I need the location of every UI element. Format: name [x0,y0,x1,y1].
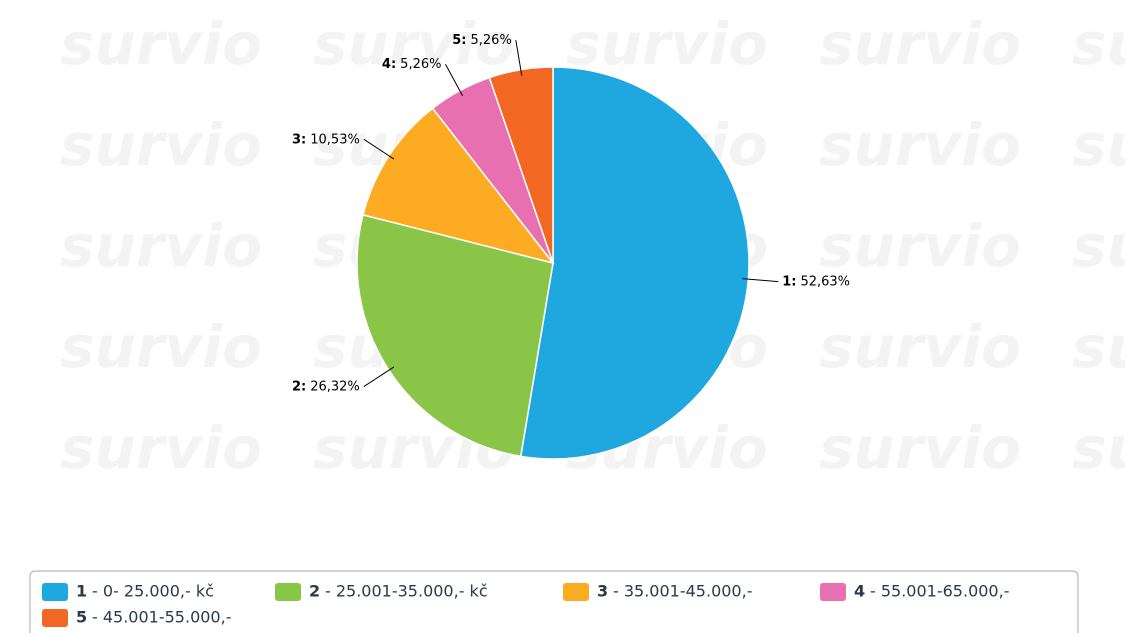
watermark: survio [819,212,1021,280]
leader-line [445,63,464,97]
watermark: survio [819,313,1021,381]
pie: 1: 52,63% 2: 26,32% 3: 10,53% 4: 5,26% 5: 5,26% [292,33,850,460]
legend-swatch [820,583,846,601]
legend-key: 5 [76,608,87,627]
watermark: survio [819,414,1021,482]
label-value: 5,26% [400,57,441,72]
legend-text: - 45.001-55.000,- [92,608,231,627]
legend-key: 2 [309,582,320,601]
watermark: survio [1072,212,1125,280]
watermark: survio [1072,313,1125,381]
watermark: survio [313,10,515,78]
legend: 1- 0- 25.000,- kč 2- 25.001-35.000,- kč 3-… [42,582,1009,627]
legend-key: 4 [854,582,865,601]
watermark: survio [60,10,262,78]
label-value: 26,32% [310,379,360,394]
label-key: 3: [292,132,306,147]
legend-text: - 35.001-45.000,- [613,582,752,601]
legend-text: - 55.001-65.000,- [870,582,1009,601]
label-value: 52,63% [800,274,850,289]
label-key: 5: [452,33,466,48]
data-label: 5: 5,26% [452,33,512,48]
data-label: 2: 26,32% [292,379,360,394]
data-label: 1: 52,63% [782,274,850,289]
legend-key: 1 [76,582,87,601]
watermark: survio [819,111,1021,179]
legend-key: 3 [597,582,608,601]
label-key: 1: [782,274,796,289]
leader-line [363,366,395,388]
watermark: survio [819,10,1021,78]
label-key: 4: [382,57,396,72]
watermark: survio [60,111,262,179]
watermark: survio [60,414,262,482]
watermark: survio [1072,414,1125,482]
legend-swatch [42,609,68,627]
leader-line [363,138,395,160]
leader-line [742,278,779,283]
data-label: 4: 5,26% [382,57,442,72]
watermark: survio [566,10,768,78]
leader-line [515,39,523,76]
watermark: survio [60,212,262,280]
watermark: survio [1072,10,1125,78]
watermark: survio [1072,111,1125,179]
label-key: 2: [292,379,306,394]
watermark: survio [60,313,262,381]
legend-swatch [563,583,589,601]
label-value: 10,53% [310,132,360,147]
legend-text: - 0- 25.000,- kč [92,582,214,601]
data-label: 3: 10,53% [292,132,360,147]
legend-swatch [42,583,68,601]
label-value: 5,26% [471,33,512,48]
legend-swatch [275,583,301,601]
legend-text: - 25.001-35.000,- kč [325,582,488,601]
